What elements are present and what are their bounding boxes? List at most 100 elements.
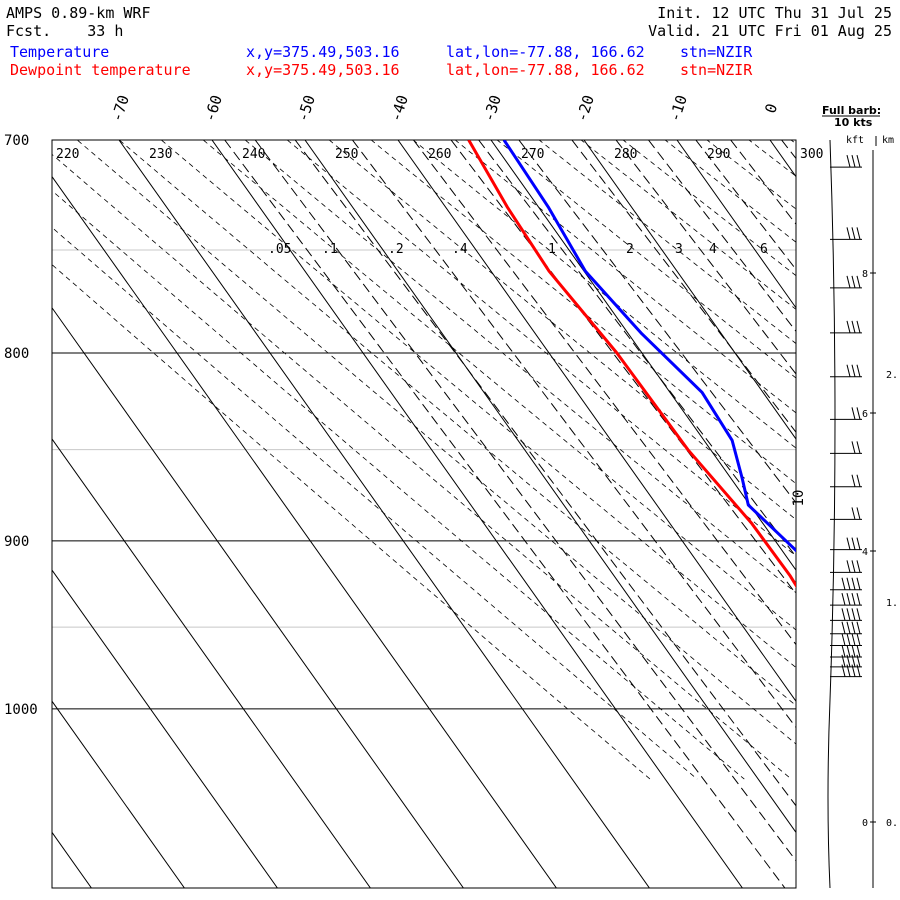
- isotherm-line: [118, 140, 650, 888]
- barb-flag: [851, 608, 856, 621]
- mixing-ratio-label: .4: [452, 242, 468, 257]
- wind-barb: [830, 633, 862, 646]
- wind-barb: [830, 577, 862, 591]
- mixing-ratio-line: [819, 140, 900, 888]
- dry-adiabat: [664, 140, 796, 243]
- dry-adiabat: [286, 140, 796, 557]
- mixing-ratio-label: 1: [548, 242, 556, 257]
- init-time: Init. 12 UTC Thu 31 Jul 25: [657, 4, 892, 22]
- barb-flag: [846, 227, 851, 240]
- mixing-ratio-line: [615, 140, 796, 375]
- theta-label: 280: [614, 147, 637, 162]
- barb-flag: [856, 407, 861, 420]
- isotherm-line: [52, 438, 371, 888]
- kft-tick-label: 4: [862, 547, 868, 558]
- mixing-ratio-line: [695, 140, 796, 271]
- theta-label: 250: [335, 147, 358, 162]
- wind-barb: [830, 560, 862, 573]
- xy-temperature: x,y=375.49,503.16: [246, 43, 400, 61]
- barb-flag: [846, 320, 851, 334]
- km-unit-label: km: [882, 135, 894, 146]
- legend-temperature: Temperature: [10, 43, 110, 61]
- barb-flag: [851, 621, 856, 634]
- wind-barb: [830, 592, 862, 606]
- wind-barb: [830, 654, 862, 668]
- dry-adiabat: [454, 140, 796, 414]
- mixing-ratio-line: [781, 140, 796, 160]
- barb-flag: [841, 592, 846, 606]
- barb-flag: [846, 608, 851, 621]
- wind-barb: [830, 320, 862, 334]
- barb-flag: [841, 621, 846, 634]
- latlon-temperature: lat,lon=-77.88, 166.62: [446, 43, 645, 61]
- km-tick-label: 2.: [886, 370, 898, 381]
- isotherm-line: [52, 569, 278, 888]
- barb-flag: [851, 560, 856, 573]
- isotherm-line: [52, 306, 464, 888]
- xy-dewpoint: x,y=375.49,503.16: [246, 61, 400, 79]
- isotherm-line: [676, 140, 796, 309]
- wind-barb: [830, 227, 862, 240]
- barb-flag: [856, 560, 861, 573]
- barb-flag: [846, 664, 851, 677]
- kft-unit-label: kft: [846, 135, 864, 146]
- dry-adiabat: [706, 140, 796, 210]
- barb-flag: [851, 154, 856, 168]
- barb-flag: [846, 633, 851, 646]
- barb-flag: [846, 621, 851, 634]
- barb-flag: [846, 654, 851, 667]
- isotherm-line: [583, 140, 796, 440]
- dry-adiabat: [52, 190, 745, 780]
- theta-label: 260: [428, 147, 451, 162]
- dry-adiabat: [76, 140, 796, 745]
- mixing-ratio-label: .2: [388, 242, 404, 257]
- wind-barb: [830, 407, 862, 420]
- forecast-hour: Fcst. 33 h: [6, 22, 124, 40]
- barb-flag: [856, 227, 861, 240]
- station-temperature: stn=NZIR: [680, 43, 753, 61]
- kft-tick-label: 8: [862, 269, 868, 280]
- barb-flag: [851, 474, 856, 487]
- barb-flag: [856, 633, 861, 646]
- dry-adiabat: [52, 226, 698, 780]
- wind-barb: [830, 664, 862, 678]
- dry-adiabat: [118, 140, 796, 707]
- barb-flag: [841, 577, 846, 590]
- barb-flag: [851, 633, 856, 646]
- isotherm-line: [52, 831, 92, 888]
- barb-flag: [846, 275, 851, 288]
- mixing-ratio-label: 3: [675, 242, 683, 257]
- barb-flag: [856, 608, 861, 621]
- dry-adiabat: [538, 140, 796, 345]
- dry-adiabat: [244, 140, 796, 594]
- barb-flag: [851, 507, 856, 520]
- temperature-tick-label: 0: [761, 101, 781, 115]
- barb-flag: [851, 664, 856, 677]
- theta-label: 220: [56, 147, 79, 162]
- barb-flag: [851, 227, 856, 240]
- barb-flag: [856, 275, 861, 288]
- barb-flag: [851, 275, 856, 288]
- theta-label: 270: [521, 147, 544, 162]
- isotherm-line: [52, 175, 557, 888]
- background-grid: [52, 140, 900, 888]
- isotherm-line: [769, 140, 796, 178]
- theta-label: 300: [800, 147, 823, 162]
- barb-legend-title: Full barb:: [822, 104, 881, 117]
- barb-flag: [846, 560, 851, 573]
- isotherm-line: [211, 140, 743, 888]
- dry-adiabat: [202, 140, 796, 631]
- barb-flag: [856, 621, 861, 634]
- barb-flag: [851, 364, 856, 377]
- wind-barb: [830, 537, 862, 551]
- wind-barb: [830, 364, 862, 378]
- barb-flag: [851, 644, 856, 658]
- temperature-tick-label: -20: [572, 93, 597, 124]
- barb-flag: [856, 154, 861, 168]
- km-tick-label: 0.: [886, 818, 898, 829]
- barb-flag: [846, 154, 851, 168]
- mixing-ratio-label: 4: [709, 242, 717, 257]
- barb-flag: [851, 407, 856, 420]
- temperature-tick-label: -40: [386, 93, 411, 124]
